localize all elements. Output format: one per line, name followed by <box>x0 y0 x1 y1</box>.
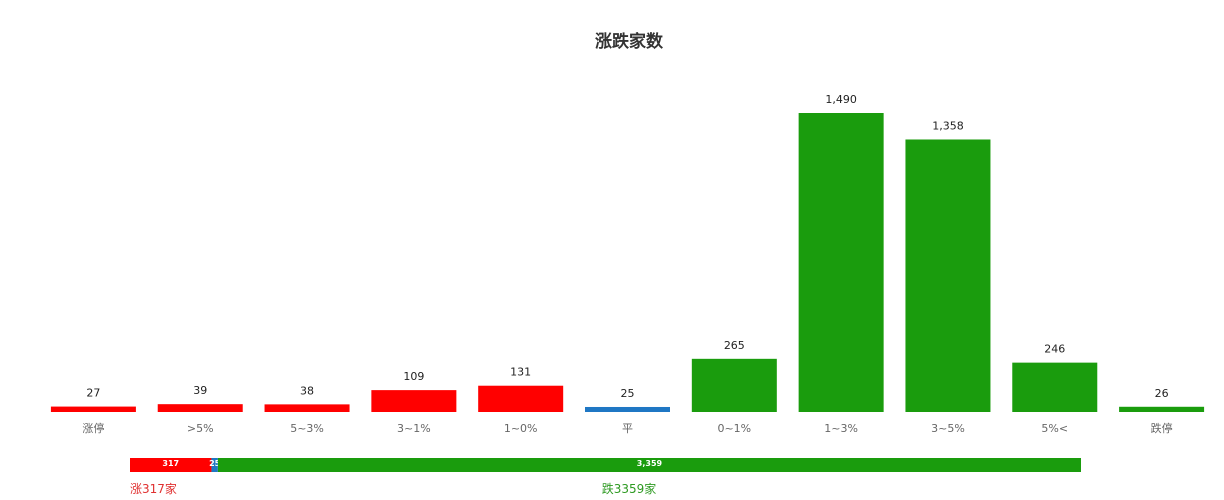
bar <box>905 139 991 412</box>
bar <box>371 390 457 412</box>
value-label: 25 <box>621 387 635 400</box>
value-label: 131 <box>510 366 531 379</box>
value-label: 109 <box>403 370 424 383</box>
bar <box>585 406 670 412</box>
bar <box>798 113 884 412</box>
category-label: 1~0% <box>504 422 538 435</box>
bar-series: 27 涨停 39 >5% 38 5~3% 109 3~1% 131 1~0% 25 平 265 0~1% 1… <box>50 93 1205 435</box>
value-label: 1,490 <box>825 93 857 106</box>
summary-bar: 317 25 3,359 涨317家 跌3359家 <box>130 458 1081 496</box>
category-label: 5%< <box>1041 422 1068 435</box>
bar <box>50 406 136 412</box>
category-label: 1~3% <box>824 422 858 435</box>
value-label: 39 <box>193 384 207 397</box>
category-label: 5~3% <box>290 422 324 435</box>
value-label: 26 <box>1155 387 1169 400</box>
bar <box>264 404 350 412</box>
summary-segment-label: 25 <box>209 459 221 468</box>
category-label: 跌停 <box>1151 421 1173 435</box>
category-label: 3~1% <box>397 422 431 435</box>
category-label: 3~5% <box>931 422 965 435</box>
value-label: 27 <box>86 387 100 400</box>
summary-segment <box>217 458 1081 472</box>
value-label: 1,358 <box>932 119 964 132</box>
summary-segment <box>211 458 218 472</box>
category-label: >5% <box>187 422 214 435</box>
decline-count-caption: 跌3359家 <box>602 481 657 496</box>
bar <box>691 358 777 412</box>
advance-count-caption: 涨317家 <box>130 481 177 496</box>
summary-segment <box>130 458 212 472</box>
category-label: 0~1% <box>717 422 751 435</box>
value-label: 38 <box>300 384 314 397</box>
category-label: 涨停 <box>82 421 104 435</box>
summary-segment-label: 3,359 <box>637 459 663 468</box>
bar <box>1012 362 1098 412</box>
value-label: 246 <box>1044 343 1065 356</box>
category-label: 平 <box>622 422 633 435</box>
chart-title: 涨跌家数 <box>595 31 664 52</box>
bar <box>157 404 243 412</box>
value-label: 265 <box>724 339 745 352</box>
bar <box>478 385 564 412</box>
bar <box>1119 406 1205 412</box>
summary-segment-label: 317 <box>162 459 179 468</box>
